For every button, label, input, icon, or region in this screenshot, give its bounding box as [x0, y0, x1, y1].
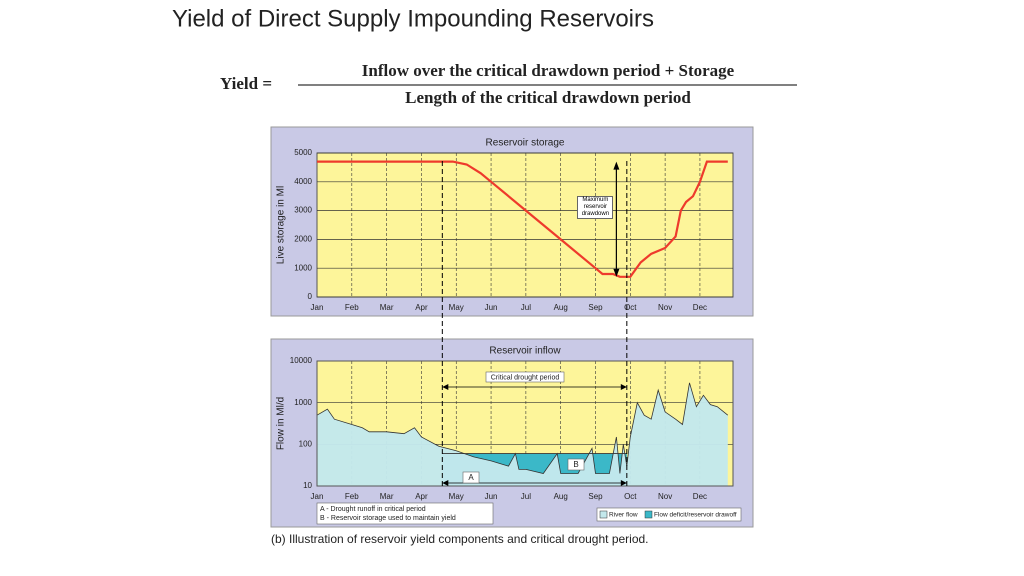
river-line — [316, 382, 729, 474]
annotation: Maximum reservoir drawdown — [577, 195, 614, 219]
note: A - Drought runoff in critical period — [320, 506, 426, 513]
x-tick-label: Apr — [415, 303, 428, 312]
y-tick-label: 10 — [303, 481, 312, 490]
y-axis-label: Flow in Ml/d — [276, 397, 287, 450]
formula-denominator: Length of the critical drawdown period — [405, 88, 691, 107]
x-tick-label: Aug — [554, 492, 568, 501]
y-tick-label: 100 — [299, 439, 313, 448]
y-tick-label: 0 — [308, 292, 313, 301]
x-tick-label: Jan — [311, 303, 324, 312]
y-tick-label: 3000 — [294, 206, 312, 215]
x-tick-label: Nov — [658, 303, 672, 312]
annotation: B — [573, 460, 578, 469]
river-area — [317, 382, 728, 486]
storage-line — [317, 160, 728, 278]
x-tick-label: Jun — [485, 303, 498, 312]
label-box — [567, 458, 585, 471]
x-tick-label: Sep — [588, 492, 603, 501]
x-tick-label: Jul — [521, 303, 531, 312]
x-tick-label: Jan — [311, 492, 324, 501]
x-tick-label: Mar — [380, 303, 394, 312]
x-tick-label: Dec — [693, 492, 707, 501]
legend-label: River flow — [609, 512, 638, 519]
caption: (b) Illustration of reservoir yield comp… — [271, 532, 649, 546]
y-tick-label: 10000 — [290, 356, 313, 365]
legend-swatch — [599, 510, 608, 519]
annotation-text: Maximum reservoir drawdown — [577, 195, 614, 219]
x-tick-label: Feb — [345, 303, 359, 312]
y-axis-label: Live storage in Ml — [276, 186, 287, 264]
x-tick-label: Jun — [485, 492, 498, 501]
formula-numerator: Inflow over the critical drawdown period… — [362, 61, 735, 80]
notes-box — [316, 502, 494, 525]
x-tick-label: Feb — [345, 492, 359, 501]
chart-title: Reservoir inflow — [489, 346, 561, 357]
chart-title: Reservoir storage — [486, 138, 565, 149]
x-tick-label: Oct — [624, 303, 637, 312]
x-tick-label: Jul — [521, 492, 531, 501]
y-tick-label: 2000 — [294, 235, 312, 244]
annotation: Critical drought period — [491, 374, 560, 381]
slide-title: Yield of Direct Supply Impounding Reserv… — [172, 5, 654, 32]
plot-area — [316, 152, 734, 298]
y-tick-label: 4000 — [294, 177, 312, 186]
note: B - Reservoir storage used to maintain y… — [320, 515, 456, 522]
x-tick-label: Oct — [624, 492, 637, 501]
plot-frame — [316, 360, 734, 487]
y-tick-label: 1000 — [294, 398, 312, 407]
label-box — [462, 471, 480, 484]
x-tick-label: Aug — [554, 303, 568, 312]
y-tick-label: 5000 — [294, 148, 312, 157]
x-tick-label: Nov — [658, 492, 672, 501]
x-tick-label: Mar — [380, 492, 394, 501]
x-tick-label: May — [449, 303, 464, 312]
formula-lhs: Yield = — [220, 74, 272, 93]
x-tick-label: May — [449, 492, 464, 501]
x-tick-label: Apr — [415, 492, 428, 501]
annotation: A — [468, 473, 474, 482]
legend-box — [596, 507, 742, 522]
label-box — [485, 371, 565, 383]
legend-swatch — [644, 510, 653, 519]
x-tick-label: Dec — [693, 303, 707, 312]
x-tick-label: Sep — [588, 303, 603, 312]
y-tick-label: 1000 — [294, 263, 312, 272]
legend-label: Flow deficit/reservoir drawoff — [654, 512, 737, 519]
